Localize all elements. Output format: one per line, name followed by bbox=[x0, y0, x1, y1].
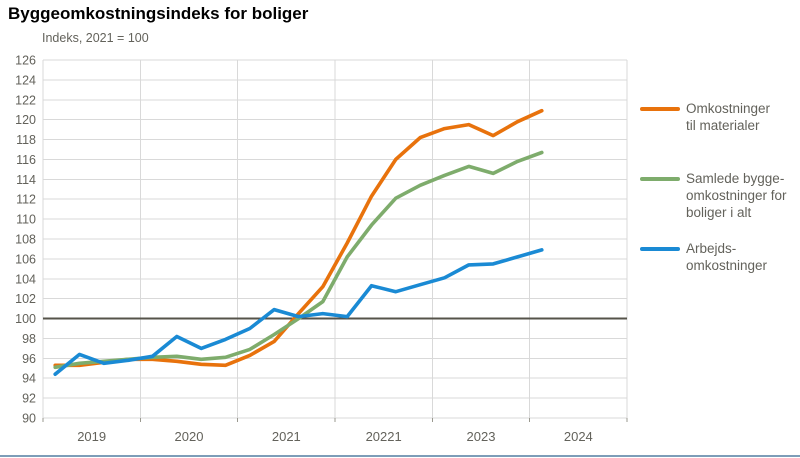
x-tick-label: 20221 bbox=[366, 429, 402, 444]
chart-legend: Omkostninger til materialer Samlede bygg… bbox=[640, 0, 798, 458]
y-tick-label: 98 bbox=[22, 332, 36, 346]
widget-bottom-border bbox=[0, 455, 800, 457]
y-tick-label: 102 bbox=[15, 292, 36, 306]
x-tick-label: 2021 bbox=[272, 429, 301, 444]
legend-label-total: Samlede bygge- omkostninger for boliger … bbox=[686, 171, 787, 220]
y-tick-label: 120 bbox=[15, 113, 36, 127]
series-line-total bbox=[53, 150, 544, 370]
y-tick-label: 94 bbox=[22, 372, 36, 386]
legend-item-materials: Omkostninger til materialer bbox=[640, 100, 770, 134]
legend-label-materials: Omkostninger til materialer bbox=[686, 101, 771, 133]
series-line-labour bbox=[53, 248, 544, 377]
y-tick-label: 112 bbox=[16, 193, 36, 207]
y-tick-label: 114 bbox=[16, 173, 36, 187]
y-tick-label: 110 bbox=[16, 213, 36, 227]
total-line-swatch-icon bbox=[640, 177, 680, 181]
y-tick-label: 104 bbox=[15, 272, 36, 286]
x-tick-label: 2020 bbox=[175, 429, 204, 444]
materials-line-swatch-icon bbox=[640, 107, 680, 111]
y-tick-label: 90 bbox=[22, 412, 36, 426]
y-tick-label: 126 bbox=[15, 54, 36, 68]
legend-item-total: Samlede bygge- omkostninger for boliger … bbox=[640, 170, 787, 221]
y-tick-label: 100 bbox=[15, 312, 36, 326]
y-tick-label: 106 bbox=[15, 252, 36, 266]
page-title: Byggeomkostningsindeks for boliger bbox=[8, 4, 309, 23]
labour-line-swatch-icon bbox=[640, 247, 680, 251]
y-tick-label: 96 bbox=[22, 352, 36, 366]
y-tick-label: 124 bbox=[15, 73, 36, 87]
x-tick-label: 2023 bbox=[467, 429, 496, 444]
x-tick-label: 2024 bbox=[564, 429, 593, 444]
legend-label-labour: Arbejds- omkostninger bbox=[686, 241, 768, 273]
legend-item-labour: Arbejds- omkostninger bbox=[640, 240, 767, 274]
series-line-materials bbox=[53, 108, 544, 368]
y-tick-label: 118 bbox=[16, 133, 36, 147]
y-tick-label: 108 bbox=[15, 233, 36, 247]
x-tick-label: 2019 bbox=[77, 429, 106, 444]
y-tick-label: 92 bbox=[22, 392, 36, 406]
y-tick-label: 116 bbox=[16, 153, 36, 167]
y-tick-label: 122 bbox=[15, 93, 36, 107]
chart-subtitle: Indeks, 2021 = 100 bbox=[42, 31, 149, 45]
